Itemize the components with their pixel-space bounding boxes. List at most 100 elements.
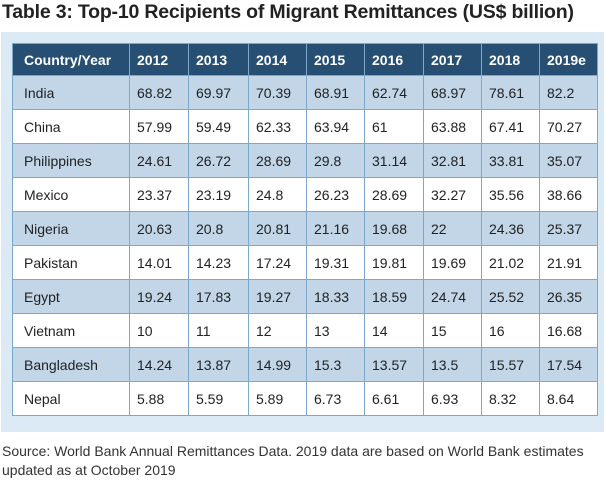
column-header-year: 2013 <box>188 43 249 76</box>
value-cell: 15.3 <box>306 347 365 382</box>
country-name-cell: Nepal <box>12 381 130 416</box>
value-cell: 70.39 <box>248 75 307 110</box>
value-cell: 57.99 <box>129 109 189 144</box>
value-cell: 6.61 <box>364 381 424 416</box>
value-cell: 19.81 <box>364 245 424 280</box>
value-cell: 19.68 <box>364 211 424 246</box>
value-cell: 24.36 <box>481 211 540 246</box>
value-cell: 23.19 <box>188 177 249 212</box>
value-cell: 68.91 <box>306 75 365 110</box>
country-name-cell: Pakistan <box>12 245 130 280</box>
value-cell: 14.24 <box>129 347 189 382</box>
value-cell: 19.69 <box>423 245 482 280</box>
value-cell: 23.37 <box>129 177 189 212</box>
table-row: Mexico 23.37 23.19 24.8 26.23 28.69 32.27 35.56… <box>12 177 598 212</box>
value-cell: 13.5 <box>423 347 482 382</box>
value-cell: 10 <box>129 313 189 348</box>
value-cell: 78.61 <box>481 75 540 110</box>
value-cell: 13 <box>306 313 365 348</box>
value-cell: 31.14 <box>364 143 424 178</box>
value-cell: 82.2 <box>539 75 598 110</box>
country-name-cell: India <box>12 75 130 110</box>
value-cell: 62.33 <box>248 109 307 144</box>
value-cell: 14 <box>364 313 424 348</box>
value-cell: 24.8 <box>248 177 307 212</box>
value-cell: 14.01 <box>129 245 189 280</box>
value-cell: 62.74 <box>364 75 424 110</box>
value-cell: 35.07 <box>539 143 598 178</box>
value-cell: 14.23 <box>188 245 249 280</box>
value-cell: 25.52 <box>481 279 540 314</box>
value-cell: 24.74 <box>423 279 482 314</box>
value-cell: 28.69 <box>364 177 424 212</box>
value-cell: 18.33 <box>306 279 365 314</box>
value-cell: 68.82 <box>129 75 189 110</box>
column-header-year: 2015 <box>306 43 365 76</box>
value-cell: 63.94 <box>306 109 365 144</box>
value-cell: 21.02 <box>481 245 540 280</box>
value-cell: 69.97 <box>188 75 249 110</box>
table-row: Nepal 5.88 5.59 5.89 6.73 6.61 6.93 8.32 8.64 <box>12 381 598 416</box>
value-cell: 5.88 <box>129 381 189 416</box>
value-cell: 17.24 <box>248 245 307 280</box>
table-body: India 68.82 69.97 70.39 68.91 62.74 68.97 78.61… <box>12 75 598 416</box>
column-header-year: 2012 <box>129 43 189 76</box>
value-cell: 33.81 <box>481 143 540 178</box>
value-cell: 13.57 <box>364 347 424 382</box>
column-header-year: 2017 <box>423 43 482 76</box>
value-cell: 20.63 <box>129 211 189 246</box>
country-name-cell: Mexico <box>12 177 130 212</box>
value-cell: 26.72 <box>188 143 249 178</box>
table-row: Egypt 19.24 17.83 19.27 18.33 18.59 24.74 25.52… <box>12 279 598 314</box>
value-cell: 16.68 <box>539 313 598 348</box>
value-cell: 28.69 <box>248 143 307 178</box>
value-cell: 12 <box>248 313 307 348</box>
value-cell: 26.23 <box>306 177 365 212</box>
value-cell: 20.8 <box>188 211 249 246</box>
value-cell: 17.54 <box>539 347 598 382</box>
table-row: India 68.82 69.97 70.39 68.91 62.74 68.97 78.61… <box>12 75 598 110</box>
value-cell: 15.57 <box>481 347 540 382</box>
value-cell: 67.41 <box>481 109 540 144</box>
value-cell: 21.91 <box>539 245 598 280</box>
value-cell: 29.8 <box>306 143 365 178</box>
value-cell: 8.32 <box>481 381 540 416</box>
value-cell: 35.56 <box>481 177 540 212</box>
column-header-year: 2018 <box>481 43 540 76</box>
value-cell: 63.88 <box>423 109 482 144</box>
country-name-cell: China <box>12 109 130 144</box>
value-cell: 13.87 <box>188 347 249 382</box>
column-header-year: 2016 <box>364 43 424 76</box>
table-row: Philippines 24.61 26.72 28.69 29.8 31.14 32.81… <box>12 143 598 178</box>
value-cell: 22 <box>423 211 482 246</box>
value-cell: 16 <box>481 313 540 348</box>
value-cell: 5.59 <box>188 381 249 416</box>
table-row: Pakistan 14.01 14.23 17.24 19.31 19.81 19.69 21… <box>12 245 598 280</box>
value-cell: 17.83 <box>188 279 249 314</box>
remittances-table: Country/Year 2012 2013 2014 2015 2016 2017 2018… <box>12 43 598 416</box>
value-cell: 21.16 <box>306 211 365 246</box>
value-cell: 5.89 <box>248 381 307 416</box>
value-cell: 24.61 <box>129 143 189 178</box>
value-cell: 68.97 <box>423 75 482 110</box>
value-cell: 14.99 <box>248 347 307 382</box>
value-cell: 59.49 <box>188 109 249 144</box>
country-name-cell: Nigeria <box>12 211 130 246</box>
table-row: Bangladesh 14.24 13.87 14.99 15.3 13.57 13.5 15… <box>12 347 598 382</box>
value-cell: 6.73 <box>306 381 365 416</box>
value-cell: 11 <box>188 313 249 348</box>
column-header-country-year: Country/Year <box>12 43 130 76</box>
value-cell: 19.27 <box>248 279 307 314</box>
value-cell: 19.31 <box>306 245 365 280</box>
table-row: Nigeria 20.63 20.8 20.81 21.16 19.68 22 24.36 25… <box>12 211 598 246</box>
table-header-row: Country/Year 2012 2013 2014 2015 2016 2017 2018… <box>12 43 598 76</box>
country-name-cell: Philippines <box>12 143 130 178</box>
value-cell: 20.81 <box>248 211 307 246</box>
country-name-cell: Vietnam <box>12 313 130 348</box>
value-cell: 6.93 <box>423 381 482 416</box>
value-cell: 19.24 <box>129 279 189 314</box>
country-name-cell: Egypt <box>12 279 130 314</box>
value-cell: 70.27 <box>539 109 598 144</box>
value-cell: 38.66 <box>539 177 598 212</box>
column-header-year: 2014 <box>248 43 307 76</box>
